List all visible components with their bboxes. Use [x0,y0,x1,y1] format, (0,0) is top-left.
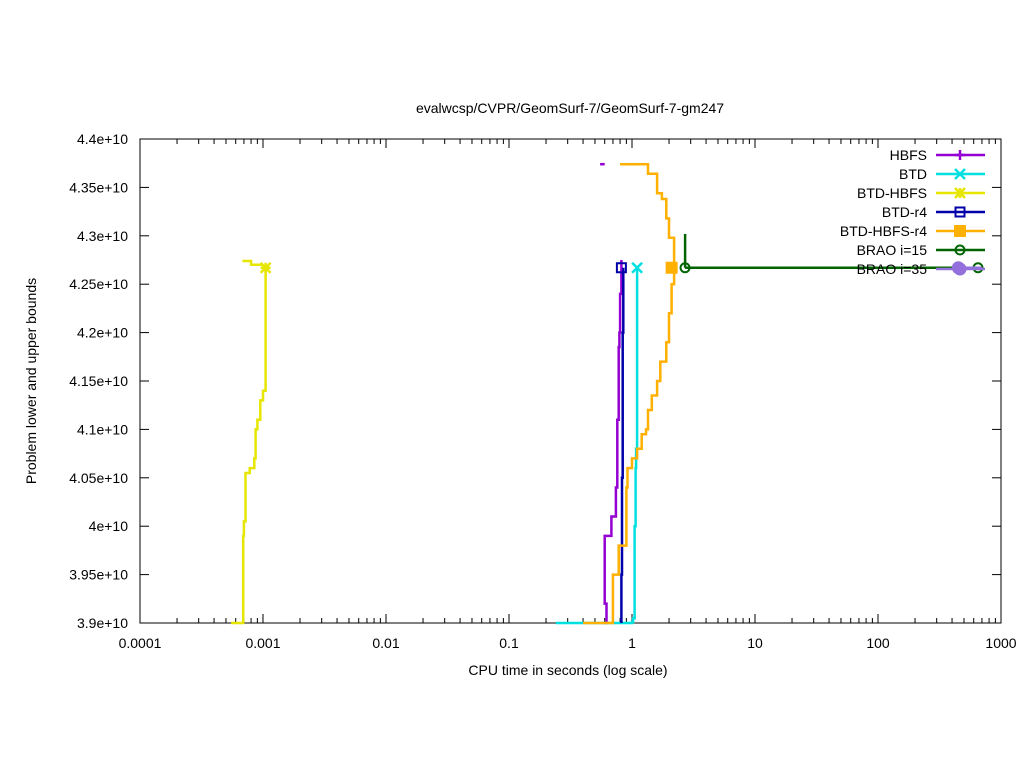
legend-label: BTD [899,166,927,182]
legend-marker-shape [953,262,967,276]
x-tick-label: 0.1 [499,635,519,651]
legend-label: HBFS [890,147,927,163]
y-tick-label: 4.1e+10 [77,421,128,437]
x-tick-label: 10 [747,635,763,651]
data-point [631,261,643,274]
plot-frame [139,138,1002,624]
legend-marker [954,187,966,199]
legend-marker [955,150,965,160]
legend-label: BTD-HBFS [857,185,927,201]
legend-marker-shape [954,225,966,237]
y-tick-label: 3.95e+10 [69,567,128,583]
legend-marker-shape [954,168,966,180]
y-tick-label: 4e+10 [89,518,129,534]
series-brao-i-15 [679,233,984,274]
legend-marker [954,168,966,180]
legend-marker-shape [954,244,966,256]
y-tick-label: 4.4e+10 [77,131,128,147]
series-upper-line [620,162,676,265]
legend-entry: BTD [899,166,985,182]
x-tick-label: 0.001 [245,635,280,651]
legend-marker [954,206,966,218]
y-axis-label: Problem lower and upper bounds [23,278,39,484]
data-point-shape [665,261,678,274]
series-upper-line [242,259,263,267]
series-btd [555,261,643,625]
x-tick-label: 1000 [985,635,1016,651]
series-btd-r4 [615,262,627,623]
y-tick-label: 4.35e+10 [69,179,128,195]
legend-label: BRAO i=15 [857,242,928,258]
legend-marker-shape [955,150,965,160]
legend-marker-shape [954,187,966,199]
series-btd-hbfs-r4 [583,162,678,625]
series-lower-line [231,267,267,625]
x-tick-label: 1 [628,635,636,651]
x-tick-label: 0.0001 [119,635,162,651]
data-point [665,261,678,274]
legend-marker [954,225,966,237]
x-axis-label: CPU time in seconds (log scale) [468,662,667,678]
legend-marker [954,244,966,256]
legend-marker-shape [954,206,966,218]
legend-label: BTD-HBFS-r4 [840,223,927,239]
series-hbfs [600,162,623,625]
y-tick-label: 4.25e+10 [69,276,128,292]
y-tick-label: 4.3e+10 [77,228,128,244]
y-tick-label: 4.15e+10 [69,373,128,389]
y-tick-label: 4.2e+10 [77,325,128,341]
plot-area [139,138,1002,624]
legend: HBFS BTD BTD-HBFS BTD-r4 BTD-HBFS-r4 BRAO i=1… [840,147,985,277]
chart-title: evalwcsp/CVPR/GeomSurf-7/GeomSurf-7-gm24… [416,100,724,116]
data-point-shape [631,261,643,274]
data-point [259,261,272,274]
legend-entry: BTD-r4 [882,204,985,220]
legend-marker [953,262,967,276]
legend-entry: BTD-HBFS-r4 [840,223,985,239]
axis-ticks: 0.0001 0.001 0.01 0.1 1 10 100 1000 3.9e+10 3.95e… [69,131,1017,651]
data-point-shape [259,261,272,274]
x-tick-label: 0.01 [372,635,399,651]
y-tick-label: 4.05e+10 [69,470,128,486]
legend-entry: BTD-HBFS [857,185,985,201]
data-point-shape [679,262,691,274]
y-tick-label: 3.9e+10 [77,615,128,631]
legend-entry: BRAO i=35 [857,261,985,277]
series-lower-line [620,267,625,623]
data-point [679,262,691,274]
legend-entry: HBFS [890,147,985,163]
data-point-shape [615,262,627,274]
series-lower-line [583,267,676,625]
series-lower-line [603,260,623,625]
x-tick-label: 100 [866,635,890,651]
legend-label: BRAO i=35 [857,261,928,277]
data-point [615,262,627,274]
legend-label: BTD-r4 [882,204,927,220]
legend-entry: BRAO i=15 [857,242,985,258]
series-btd-hbfs [231,259,272,625]
series-lower-line [555,267,639,625]
